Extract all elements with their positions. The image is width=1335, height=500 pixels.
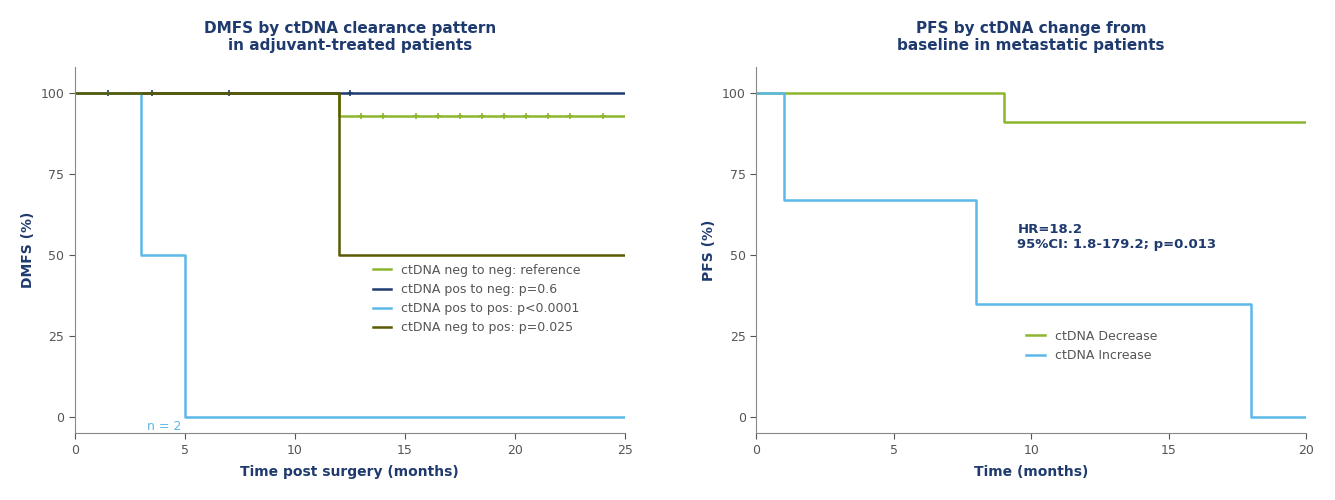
Text: n = 2: n = 2: [147, 420, 182, 434]
Title: PFS by ctDNA change from
baseline in metastatic patients: PFS by ctDNA change from baseline in met…: [897, 21, 1165, 53]
Title: DMFS by ctDNA clearance pattern
in adjuvant-treated patients: DMFS by ctDNA clearance pattern in adjuv…: [204, 21, 495, 53]
Legend: ctDNA neg to neg: reference, ctDNA pos to neg: p=0.6, ctDNA pos to pos: p<0.0001: ctDNA neg to neg: reference, ctDNA pos t…: [372, 264, 581, 334]
Y-axis label: DMFS (%): DMFS (%): [21, 212, 35, 288]
Legend: ctDNA Decrease, ctDNA Increase: ctDNA Decrease, ctDNA Increase: [1027, 330, 1157, 362]
Text: HR=18.2
95%CI: 1.8-179.2; p=0.013: HR=18.2 95%CI: 1.8-179.2; p=0.013: [1017, 222, 1216, 250]
Y-axis label: PFS (%): PFS (%): [702, 220, 716, 281]
X-axis label: Time post surgery (months): Time post surgery (months): [240, 465, 459, 479]
X-axis label: Time (months): Time (months): [975, 465, 1088, 479]
